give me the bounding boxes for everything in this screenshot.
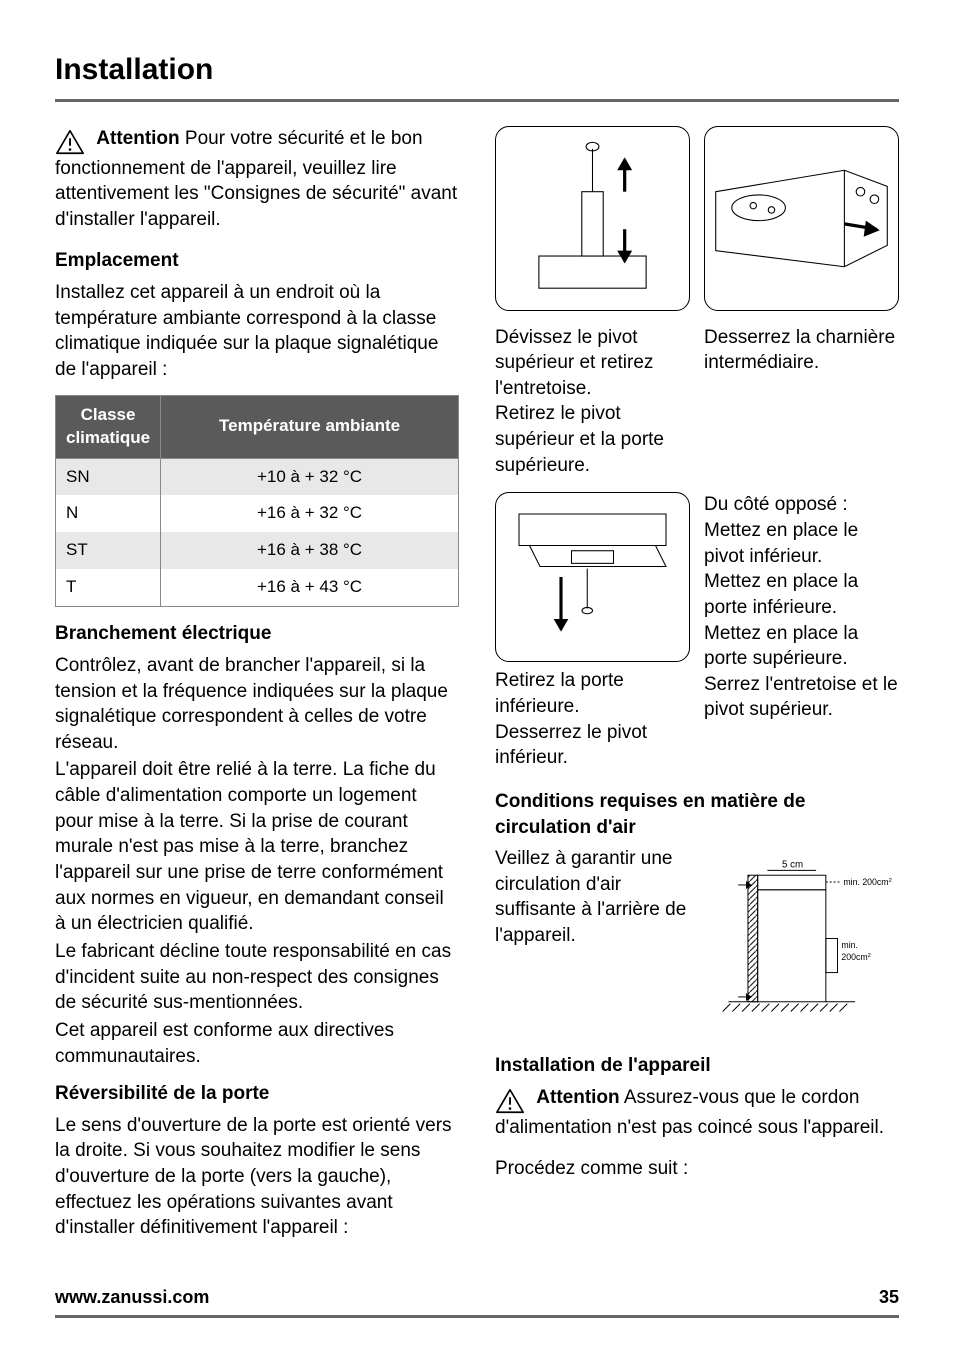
heading-emplacement: Emplacement bbox=[55, 248, 459, 274]
para-revers: Le sens d'ouverture de la porte est orie… bbox=[55, 1113, 459, 1241]
para-b1: Contrôlez, avant de brancher l'appareil,… bbox=[55, 653, 459, 756]
warning-text-2: Attention Assurez-vous que le cordon d'a… bbox=[495, 1087, 884, 1138]
air-sq-side: 2 bbox=[868, 953, 871, 959]
cell-classe: ST bbox=[56, 532, 161, 569]
climate-table: Classe climatique Température ambiante S… bbox=[55, 395, 459, 608]
table-row: T +16 à + 43 °C bbox=[56, 569, 459, 606]
para-b3: Le fabricant décline toute responsabilit… bbox=[55, 939, 459, 1016]
diagram-hinge bbox=[704, 126, 899, 311]
table-row: N +16 à + 32 °C bbox=[56, 495, 459, 532]
cell-temp: +16 à + 38 °C bbox=[161, 532, 459, 569]
warning-block-1: Attention Pour votre sécurité et le bon … bbox=[55, 126, 459, 233]
footer: www.zanussi.com 35 bbox=[55, 1311, 899, 1318]
caption-2-right: Du côté opposé : Mettez en place le pivo… bbox=[704, 492, 899, 771]
svg-text:min.: min. bbox=[841, 940, 858, 950]
air-row: Veillez à garantir une circulation d'air… bbox=[495, 846, 899, 1031]
air-min200-top: min. 200cm bbox=[843, 877, 888, 887]
cell-classe: SN bbox=[56, 458, 161, 495]
caption-1-left: Dévissez le pivot supérieur et retirez l… bbox=[495, 325, 690, 479]
air-diagram: 5 cm min. 200cm2 min. 200cm2 bbox=[704, 846, 899, 1031]
caption-row-1: Dévissez le pivot supérieur et retirez l… bbox=[495, 325, 899, 479]
cell-temp: +16 à + 43 °C bbox=[161, 569, 459, 606]
heading-install: Installation de l'appareil bbox=[495, 1053, 899, 1079]
heading-branchement: Branchement électrique bbox=[55, 621, 459, 647]
diagram-box-top-pivot bbox=[495, 126, 690, 317]
footer-url: www.zanussi.com bbox=[55, 1285, 209, 1309]
table-header-row: Classe climatique Température ambiante bbox=[56, 395, 459, 458]
svg-text:min. 200cm2: min. 200cm2 bbox=[843, 877, 891, 887]
table-row: ST +16 à + 38 °C bbox=[56, 532, 459, 569]
para-conditions: Veillez à garantir une circulation d'air… bbox=[495, 846, 690, 1031]
caption-2-left: Retirez la porte inférieure. Desserrez l… bbox=[495, 668, 690, 771]
warning-label-1: Attention bbox=[96, 128, 179, 149]
warning-icon bbox=[55, 128, 85, 156]
diagram-row-2: Retirez la porte inférieure. Desserrez l… bbox=[495, 492, 899, 771]
left-column: Attention Pour votre sécurité et le bon … bbox=[55, 126, 459, 1243]
content-columns: Attention Pour votre sécurité et le bon … bbox=[55, 126, 899, 1243]
warning-label-2: Attention bbox=[536, 1087, 619, 1108]
para-b4: Cet appareil est conforme aux directives… bbox=[55, 1018, 459, 1069]
diagram-top-pivot bbox=[495, 126, 690, 311]
heading-reversibilite: Réversibilité de la porte bbox=[55, 1081, 459, 1107]
diagram-lower-door bbox=[495, 492, 690, 662]
title-rule bbox=[55, 99, 899, 102]
heading-conditions: Conditions requises en matière de circul… bbox=[495, 789, 899, 840]
cell-classe: T bbox=[56, 569, 161, 606]
svg-text:200cm2: 200cm2 bbox=[841, 952, 871, 962]
warning-block-2: Attention Assurez-vous que le cordon d'a… bbox=[495, 1085, 899, 1141]
warning-icon bbox=[495, 1087, 525, 1115]
diagram-box-hinge bbox=[704, 126, 899, 317]
th-classe: Classe climatique bbox=[56, 395, 161, 458]
warning-text-1: Attention Pour votre sécurité et le bon … bbox=[55, 128, 457, 230]
diagram-row-1 bbox=[495, 126, 899, 317]
th-temp: Température ambiante bbox=[161, 395, 459, 458]
cell-temp: +10 à + 32 °C bbox=[161, 458, 459, 495]
footer-page: 35 bbox=[879, 1285, 899, 1309]
footer-rule bbox=[55, 1315, 899, 1318]
para-emplacement: Installez cet appareil à un endroit où l… bbox=[55, 280, 459, 383]
diagram-box-lower-door: Retirez la porte inférieure. Desserrez l… bbox=[495, 492, 690, 771]
caption-1-right: Desserrez la charnière intermédiaire. bbox=[704, 325, 899, 479]
cell-classe: N bbox=[56, 495, 161, 532]
page-title: Installation bbox=[55, 50, 899, 91]
air-5cm-label: 5 cm bbox=[782, 860, 803, 871]
cell-temp: +16 à + 32 °C bbox=[161, 495, 459, 532]
para-b2: L'appareil doit être relié à la terre. L… bbox=[55, 757, 459, 936]
para-procedez: Procédez comme suit : bbox=[495, 1156, 899, 1182]
air-sq-top: 2 bbox=[889, 878, 892, 884]
right-column: Dévissez le pivot supérieur et retirez l… bbox=[495, 126, 899, 1243]
table-row: SN +10 à + 32 °C bbox=[56, 458, 459, 495]
